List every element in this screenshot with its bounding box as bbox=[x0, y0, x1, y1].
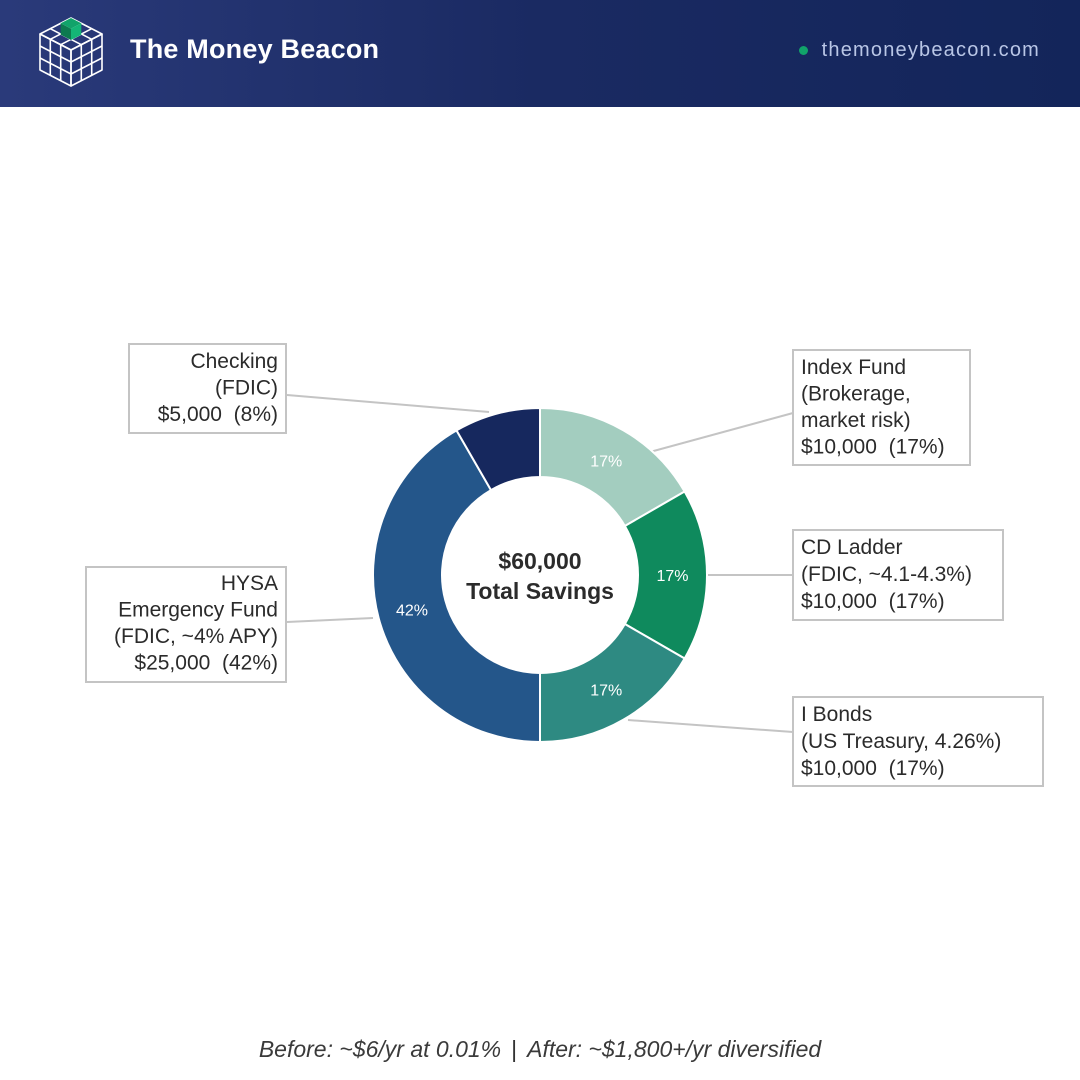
label-line: (Brokerage, bbox=[801, 383, 911, 406]
center-label-line: $60,000 bbox=[498, 548, 581, 574]
label-line: (FDIC) bbox=[215, 377, 278, 400]
slice-percent-cd-ladder: 17% bbox=[656, 568, 688, 585]
slice-percent-i-bonds: 17% bbox=[590, 683, 622, 700]
leader-line-index-fund bbox=[627, 412, 794, 459]
label-line: CD Ladder bbox=[801, 536, 903, 559]
slice-percent-index-fund: 17% bbox=[590, 453, 622, 470]
label-line: $5,000 (8%) bbox=[158, 403, 278, 426]
leader-line-i-bonds bbox=[627, 719, 794, 733]
label-line: Emergency Fund bbox=[118, 599, 278, 622]
label-line: market risk) bbox=[801, 409, 911, 432]
label-line: Checking bbox=[190, 350, 278, 373]
label-line: (FDIC, ~4.1-4.3%) bbox=[801, 563, 972, 586]
label-line: HYSA bbox=[221, 572, 278, 595]
slice-percent-hysa: 42% bbox=[396, 602, 428, 619]
label-box-frame bbox=[792, 696, 1044, 787]
label-line: (FDIC, ~4% APY) bbox=[114, 625, 278, 648]
leader-line-checking bbox=[286, 394, 490, 413]
leader-line-hysa bbox=[286, 617, 374, 623]
site-url-text: themoneybeacon.com bbox=[821, 39, 1040, 61]
slice-checking[interactable] bbox=[455, 406, 541, 492]
header-bar: The Money Beacon themoneybeacon.com bbox=[0, 0, 1080, 107]
site-url[interactable]: themoneybeacon.com bbox=[798, 39, 1040, 62]
label-box-frame bbox=[85, 566, 287, 683]
label-box-frame bbox=[792, 349, 971, 466]
label-box-hysa: HYSA Emergency Fund (FDIC, ~4% APY) $25,000… bbox=[85, 566, 287, 683]
label-line: $10,000 (17%) bbox=[801, 757, 945, 780]
label-line: $25,000 (42%) bbox=[134, 652, 278, 675]
status-dot-icon bbox=[798, 46, 808, 55]
label-line: I Bonds bbox=[801, 703, 872, 726]
footer-caption: Before: ~$6/yr at 0.01% | After: ~$1,800+/… bbox=[0, 1036, 1080, 1063]
label-box-index-fund: Index Fund (Brokerage, market risk) $10,000… bbox=[792, 349, 971, 466]
label-line: $10,000 (17%) bbox=[801, 590, 945, 613]
cube-logo-icon bbox=[39, 17, 103, 87]
label-box-checking: Checking (FDIC) $5,000 (8%) bbox=[128, 343, 287, 434]
footer-after: After: ~$1,800+/yr diversified bbox=[527, 1036, 822, 1062]
label-box-cd-ladder: CD Ladder (FDIC, ~4.1-4.3%) $10,000 (17%) bbox=[792, 529, 1004, 621]
label-box-frame bbox=[128, 343, 287, 434]
footer-separator: | bbox=[511, 1036, 518, 1062]
center-label-line: Total Savings bbox=[466, 578, 614, 604]
label-line: (US Treasury, 4.26%) bbox=[801, 730, 1001, 753]
label-line: $10,000 (17%) bbox=[801, 436, 945, 459]
savings-donut-chart: 17% 17% 17% 42% $60,000 Total Savings Index Fu… bbox=[85, 343, 1044, 787]
label-box-i-bonds: I Bonds (US Treasury, 4.26%) $10,000 (17%) bbox=[792, 696, 1044, 787]
footer-before: Before: ~$6/yr at 0.01% bbox=[258, 1036, 502, 1062]
brand-name: The Money Beacon bbox=[130, 34, 380, 64]
label-line: Index Fund bbox=[801, 356, 906, 379]
slice-hysa[interactable] bbox=[372, 429, 541, 744]
label-box-frame bbox=[792, 529, 1004, 621]
